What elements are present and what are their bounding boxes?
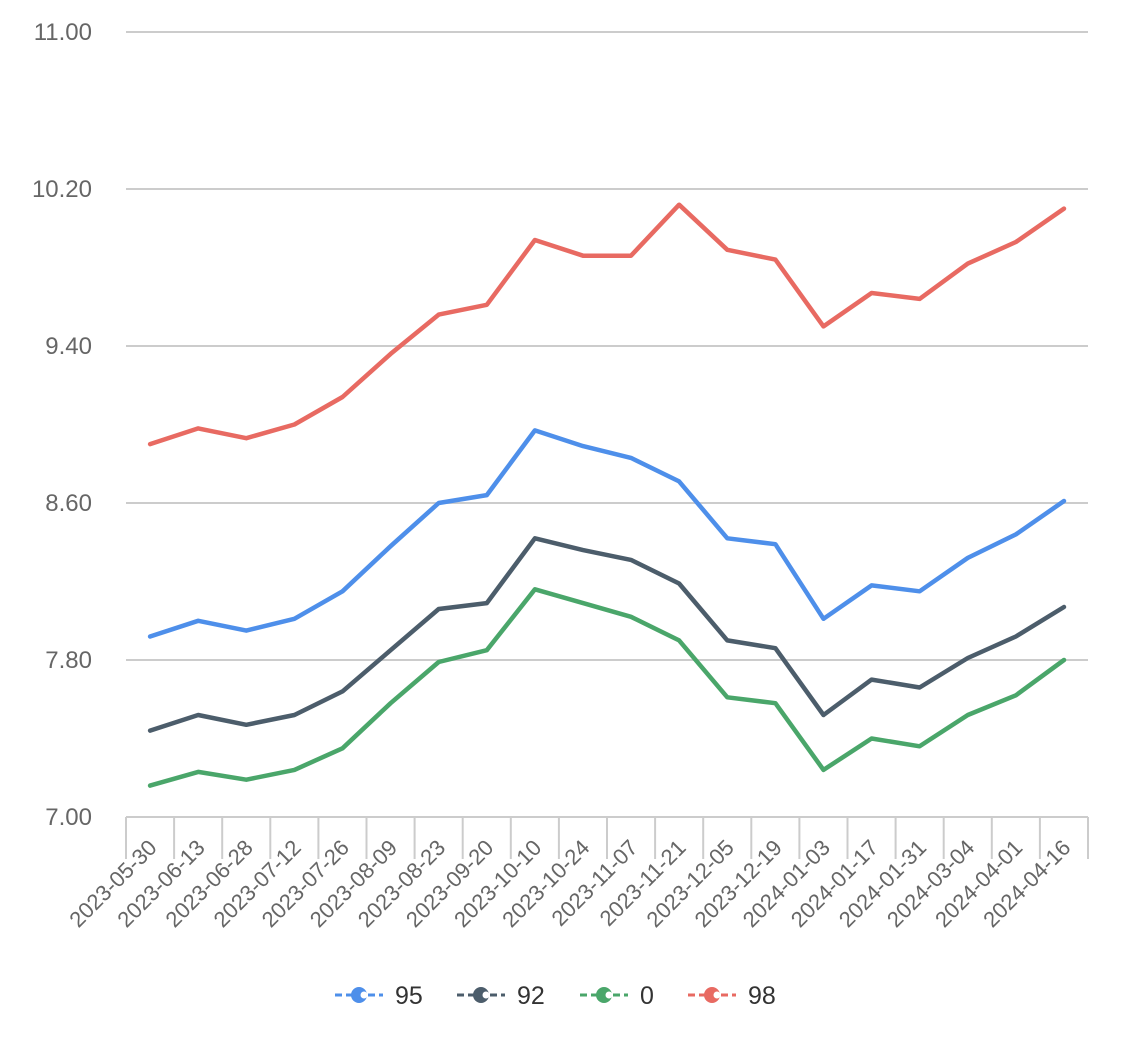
legend-marker-icon [473, 987, 489, 1003]
legend-marker-icon [596, 987, 612, 1003]
legend: 95 92 0 98 [335, 982, 776, 1010]
legend-item-92[interactable]: 92 [457, 982, 545, 1010]
legend-item-95[interactable]: 95 [335, 982, 423, 1010]
series-line-92 [147, 536, 1067, 733]
x-axis-tick-labels: 2023-05-302023-06-132023-06-282023-07-12… [64, 835, 1075, 932]
legend-marker-icon [351, 987, 367, 1003]
y-tick-label: 7.00 [45, 804, 92, 831]
legend-marker-icon [704, 987, 720, 1003]
y-axis-ticks: 7.00 7.80 8.60 9.40 10.20 11.00 [32, 19, 92, 831]
y-tick-label: 8.60 [45, 490, 92, 517]
y-tick-label: 9.40 [45, 333, 92, 360]
legend-label: 98 [748, 982, 776, 1010]
legend-item-0[interactable]: 0 [580, 982, 654, 1010]
y-tick-label: 11.00 [34, 19, 92, 46]
legend-marker-hole [713, 991, 721, 999]
legend-label: 0 [640, 982, 654, 1010]
legend-marker-hole [605, 991, 613, 999]
y-tick-label: 10.20 [32, 176, 92, 203]
x-axis [125, 816, 1089, 859]
series-line-98 [147, 202, 1067, 447]
y-tick-label: 7.80 [45, 647, 92, 674]
legend-marker-hole [360, 991, 368, 999]
legend-label: 95 [395, 982, 423, 1010]
series-lines [147, 202, 1067, 788]
series-line-95 [147, 428, 1067, 639]
gridlines [126, 31, 1088, 661]
legend-marker-hole [482, 991, 490, 999]
series-line-0 [147, 587, 1067, 788]
legend-item-98[interactable]: 98 [688, 982, 776, 1010]
legend-label: 92 [517, 982, 545, 1010]
